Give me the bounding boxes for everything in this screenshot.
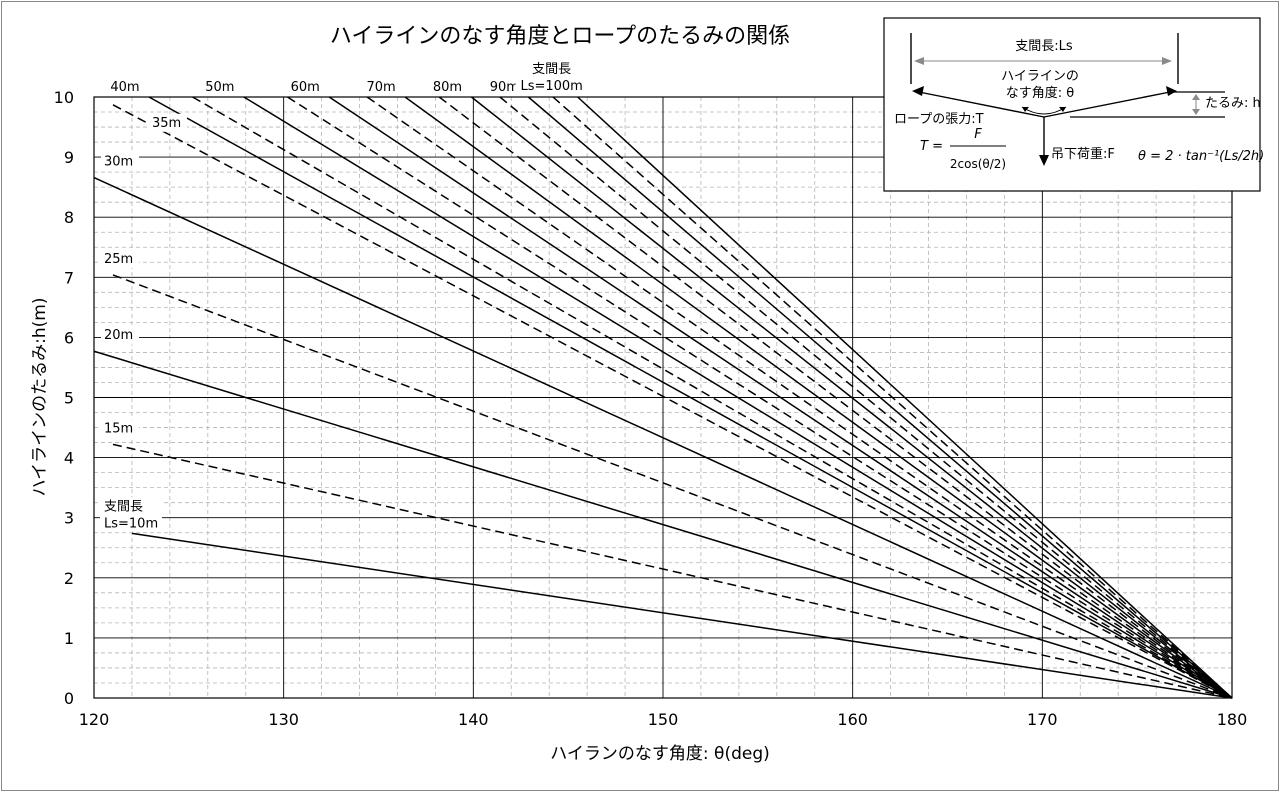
x-tick-label: 170 bbox=[1027, 710, 1058, 729]
x-tick-label: 130 bbox=[268, 710, 299, 729]
series-label-bg bbox=[149, 113, 187, 132]
series-label-25m: 25m bbox=[104, 252, 133, 267]
series-line-60m bbox=[328, 96, 1233, 699]
series-label-bg bbox=[357, 75, 406, 97]
series-label-bg bbox=[101, 419, 139, 438]
series-line-50m bbox=[243, 96, 1233, 699]
series-line-25m bbox=[112, 274, 1233, 699]
theta-formula: θ = 2 · tan⁻¹(Ls/2h) bbox=[1138, 149, 1264, 164]
y-axis-ticks: 0 1 2 3 4 5 6 7 8 9 10 bbox=[54, 88, 74, 708]
sag-arrow-up-icon bbox=[1192, 94, 1200, 100]
inset-diagram: 支間長:Ls たるみ: h ハイラインの なす角度: θ ロープの張力:T 吊下… bbox=[883, 17, 1264, 192]
y-tick-label: 10 bbox=[54, 88, 74, 107]
series-line-10m bbox=[131, 532, 1233, 699]
x-axis-label: ハイランのなす角度: θ(deg) bbox=[550, 744, 770, 764]
series-label-bg bbox=[101, 326, 139, 345]
series-labels: 支間長 Ls=10m 15m 20m 25m 30m 35m 40m 50m 60m 70m 80m 9… bbox=[100, 57, 586, 532]
series-line-95m bbox=[552, 96, 1233, 699]
series-label-20m: 20m bbox=[104, 328, 133, 343]
series-line-55m bbox=[287, 96, 1233, 699]
x-tick-label: 180 bbox=[1217, 710, 1248, 729]
sag-arrow-down-icon bbox=[1192, 109, 1200, 115]
series-label-60m: 60m bbox=[291, 80, 320, 95]
span-arrow-right-icon bbox=[1162, 57, 1172, 65]
y-tick-label: 0 bbox=[64, 689, 74, 708]
tension-formula-lhs: T = bbox=[920, 139, 943, 154]
series-line-45m bbox=[192, 96, 1233, 699]
x-tick-label: 150 bbox=[648, 710, 679, 729]
tension-formula-numerator: F bbox=[974, 127, 982, 142]
x-tick-label: 120 bbox=[79, 710, 110, 729]
tension-arrow-left-icon bbox=[912, 86, 924, 96]
tension-arrow-right-icon bbox=[1166, 86, 1177, 96]
y-tick-label: 2 bbox=[64, 569, 74, 588]
series-label-100m: 支間長 bbox=[532, 62, 571, 77]
series-label-10m-line2: Ls=10m bbox=[104, 516, 158, 531]
x-tick-label: 140 bbox=[458, 710, 489, 729]
series-label-40m: 40m bbox=[110, 80, 139, 95]
series-label-bg bbox=[101, 75, 150, 97]
y-tick-label: 8 bbox=[64, 208, 74, 227]
series-label-80m: 80m bbox=[433, 80, 462, 95]
y-tick-label: 1 bbox=[64, 629, 74, 648]
series-line-75m bbox=[438, 96, 1233, 699]
tension-formula-denominator: 2cos(θ/2) bbox=[950, 157, 1006, 171]
tension-label: ロープの張力:T bbox=[894, 112, 984, 127]
y-tick-label: 6 bbox=[64, 328, 74, 347]
plot-area: 支間長 Ls=10m 15m 20m 25m 30m 35m 40m 50m 60m 70m 80m 9… bbox=[93, 57, 1233, 699]
series-line-20m bbox=[93, 350, 1233, 699]
series-label-bg bbox=[101, 152, 139, 171]
series-line-15m bbox=[112, 443, 1233, 699]
series-line-65m bbox=[366, 96, 1233, 699]
series-line-40m bbox=[148, 96, 1233, 699]
y-tick-label: 3 bbox=[64, 509, 74, 528]
series-line-30m bbox=[93, 176, 1233, 699]
chart-title: ハイラインのなす角度とロープのたるみの関係 bbox=[330, 24, 790, 49]
angle-arc-arrow-left-icon bbox=[1022, 107, 1029, 112]
y-tick-label: 7 bbox=[64, 268, 74, 287]
series-label-70m: 70m bbox=[366, 80, 395, 95]
angle-arc-arrow-right-icon bbox=[1059, 107, 1066, 112]
y-axis-label: ハイラインのたるみ:h(m) bbox=[30, 298, 50, 497]
series-label-30m: 30m bbox=[104, 155, 133, 170]
angle-label-line1: ハイラインの bbox=[1001, 69, 1079, 84]
series-label-bg bbox=[515, 57, 586, 97]
rope-left bbox=[918, 91, 1045, 118]
series-label-100m-line2: Ls=100m bbox=[520, 79, 582, 94]
series-label-bg bbox=[195, 75, 244, 97]
x-tick-label: 160 bbox=[837, 710, 868, 729]
span-label: 支間長:Ls bbox=[1015, 39, 1073, 54]
y-tick-label: 9 bbox=[64, 148, 74, 167]
y-tick-label: 4 bbox=[64, 449, 74, 468]
major-grid bbox=[94, 97, 1232, 698]
series-line-80m bbox=[470, 96, 1233, 699]
series-label-50m: 50m bbox=[205, 80, 234, 95]
series-label-bg bbox=[100, 497, 162, 532]
series-line-35m bbox=[112, 104, 1233, 699]
series-label-10m: 支間長 bbox=[104, 499, 143, 514]
span-arrow-left-icon bbox=[914, 57, 924, 65]
load-arrow-down-icon bbox=[1039, 155, 1049, 166]
plot-border bbox=[93, 96, 1233, 699]
y-tick-label: 5 bbox=[64, 389, 74, 408]
series-line-90m bbox=[527, 96, 1233, 699]
series-line-100m bbox=[577, 96, 1233, 699]
x-axis-ticks: 120 130 140 150 160 170 180 bbox=[79, 710, 1248, 729]
series-label-35m: 35m bbox=[152, 116, 181, 131]
series-lines bbox=[93, 96, 1233, 699]
series-line-85m bbox=[499, 96, 1233, 699]
sag-label: たるみ: h bbox=[1205, 96, 1261, 111]
inset-box bbox=[883, 17, 1261, 192]
series-label-bg bbox=[281, 75, 330, 97]
angle-label-line2: なす角度: θ bbox=[1006, 85, 1075, 101]
series-label-bg bbox=[101, 249, 139, 268]
series-line-70m bbox=[404, 96, 1233, 699]
rope-right bbox=[1043, 91, 1171, 118]
series-label-bg bbox=[423, 75, 472, 97]
series-label-15m: 15m bbox=[104, 421, 133, 436]
load-label: 吊下荷重:F bbox=[1051, 146, 1115, 162]
series-label-90m: 90m bbox=[490, 80, 519, 95]
